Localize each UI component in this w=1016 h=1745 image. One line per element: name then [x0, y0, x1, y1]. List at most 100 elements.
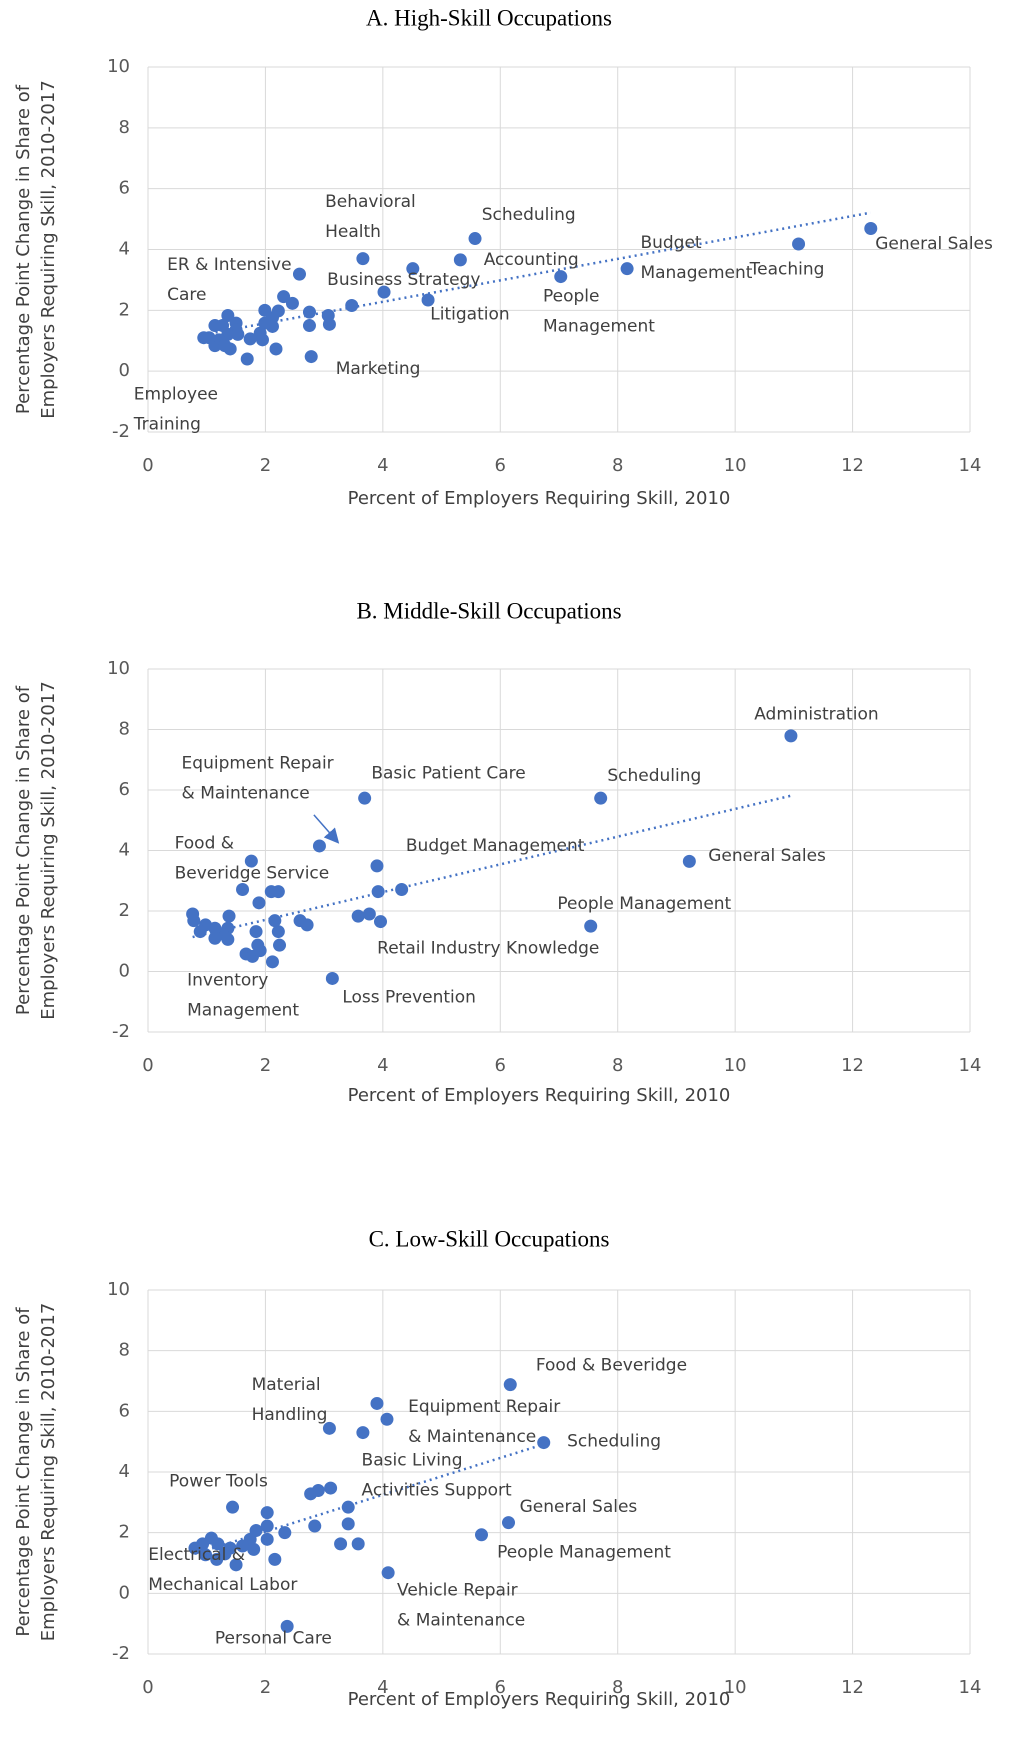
point-label: Scheduling	[567, 1431, 661, 1451]
point-label: Food & Beveridge	[536, 1356, 687, 1376]
x-tick-label: 2	[260, 1055, 271, 1076]
point	[240, 352, 254, 366]
point-label: Budget Management	[406, 836, 585, 856]
point	[370, 859, 384, 873]
point	[188, 1541, 202, 1555]
point	[199, 1548, 213, 1562]
point	[208, 319, 222, 333]
point-label: Behavioral	[325, 192, 416, 212]
y-tick-label: -2	[112, 1643, 130, 1664]
point-label: Employee	[134, 385, 218, 405]
y-tick-label: 10	[107, 56, 130, 77]
y-tick-label: 0	[119, 961, 130, 982]
x-axis-label: Percent of Employers Requiring Skill, 20…	[348, 488, 731, 509]
y-axis-label: Percentage Point Change in Share of	[13, 84, 34, 414]
point	[584, 919, 598, 933]
point	[277, 290, 291, 304]
x-tick-label: 2	[260, 455, 271, 476]
point	[308, 1519, 322, 1533]
y-tick-label: 8	[119, 1340, 130, 1361]
x-tick-label: 14	[959, 455, 982, 476]
point	[197, 331, 211, 345]
y-axis-label: Percentage Point Change in Share of	[13, 685, 34, 1015]
point	[322, 1421, 336, 1435]
point-label: Health	[325, 222, 381, 242]
point	[351, 909, 365, 923]
y-tick-label: 6	[119, 178, 130, 199]
point	[258, 303, 272, 317]
point-label: Marketing	[336, 359, 421, 379]
point	[345, 298, 359, 312]
y-tick-label: 0	[119, 1582, 130, 1603]
point-label: Electrical &	[148, 1545, 245, 1565]
y-tick-label: 2	[119, 1522, 130, 1543]
point-label: & Maintenance	[397, 1610, 525, 1630]
x-tick-label: 10	[724, 1055, 747, 1076]
point	[468, 232, 482, 246]
point	[271, 885, 285, 899]
point	[221, 932, 235, 946]
trendline	[203, 211, 871, 336]
point-label: Beveridge Service	[175, 863, 330, 883]
x-tick-label: 12	[841, 1677, 864, 1698]
point	[280, 1619, 294, 1633]
y-tick-label: 10	[107, 658, 130, 679]
x-tick-label: 0	[142, 1055, 153, 1076]
point	[341, 1500, 355, 1514]
point	[249, 925, 263, 939]
point-label: Accounting	[484, 250, 579, 270]
point-label: Management	[640, 263, 752, 283]
point-label: Inventory	[187, 971, 268, 991]
point-label: & Maintenance	[408, 1427, 536, 1447]
point	[285, 296, 299, 310]
x-tick-label: 12	[841, 455, 864, 476]
point-label: Basic Living	[362, 1450, 463, 1470]
chart-title: B. Middle-Skill Occupations	[356, 598, 621, 623]
x-tick-label: 10	[724, 1677, 747, 1698]
point	[322, 317, 336, 331]
y-tick-label: 10	[107, 1279, 130, 1300]
point-label: People Management	[557, 894, 731, 914]
point	[380, 1412, 394, 1426]
x-tick-label: 0	[142, 1677, 153, 1698]
point	[453, 253, 467, 267]
point-label: Mechanical Labor	[148, 1575, 297, 1595]
point	[222, 909, 236, 923]
x-tick-label: 8	[612, 1677, 623, 1698]
x-tick-label: 6	[495, 455, 506, 476]
point-label: Training	[133, 415, 201, 435]
x-tick-label: 4	[377, 1055, 388, 1076]
point	[381, 1566, 395, 1580]
x-tick-label: 8	[612, 455, 623, 476]
point	[268, 914, 282, 928]
point	[218, 339, 232, 353]
point	[236, 1539, 250, 1553]
point	[193, 925, 207, 939]
point	[792, 237, 806, 251]
point	[594, 791, 608, 805]
point	[292, 267, 306, 281]
point	[324, 1481, 338, 1495]
point-label: Management	[543, 317, 655, 337]
x-tick-label: 6	[495, 1055, 506, 1076]
x-axis-label: Percent of Employers Requiring Skill, 20…	[348, 1689, 731, 1710]
y-axis-label: Percentage Point Change in Share of	[13, 1307, 34, 1637]
point-label: Vehicle Repair	[397, 1580, 518, 1600]
point-label: People	[543, 287, 599, 307]
point-label: People Management	[497, 1543, 671, 1563]
point-label: & Maintenance	[182, 784, 310, 804]
x-tick-label: 0	[142, 455, 153, 476]
point-label: Loss Prevention	[342, 987, 476, 1007]
point-label: Material	[252, 1375, 321, 1395]
x-tick-label: 2	[260, 1677, 271, 1698]
point	[474, 1528, 488, 1542]
point-label: Power Tools	[169, 1472, 268, 1492]
point	[374, 915, 388, 929]
point-label: Care	[167, 285, 206, 305]
point	[231, 327, 245, 341]
x-tick-label: 4	[377, 455, 388, 476]
point	[356, 252, 370, 266]
point	[371, 885, 385, 899]
x-axis-label: Percent of Employers Requiring Skill, 20…	[348, 1085, 731, 1106]
